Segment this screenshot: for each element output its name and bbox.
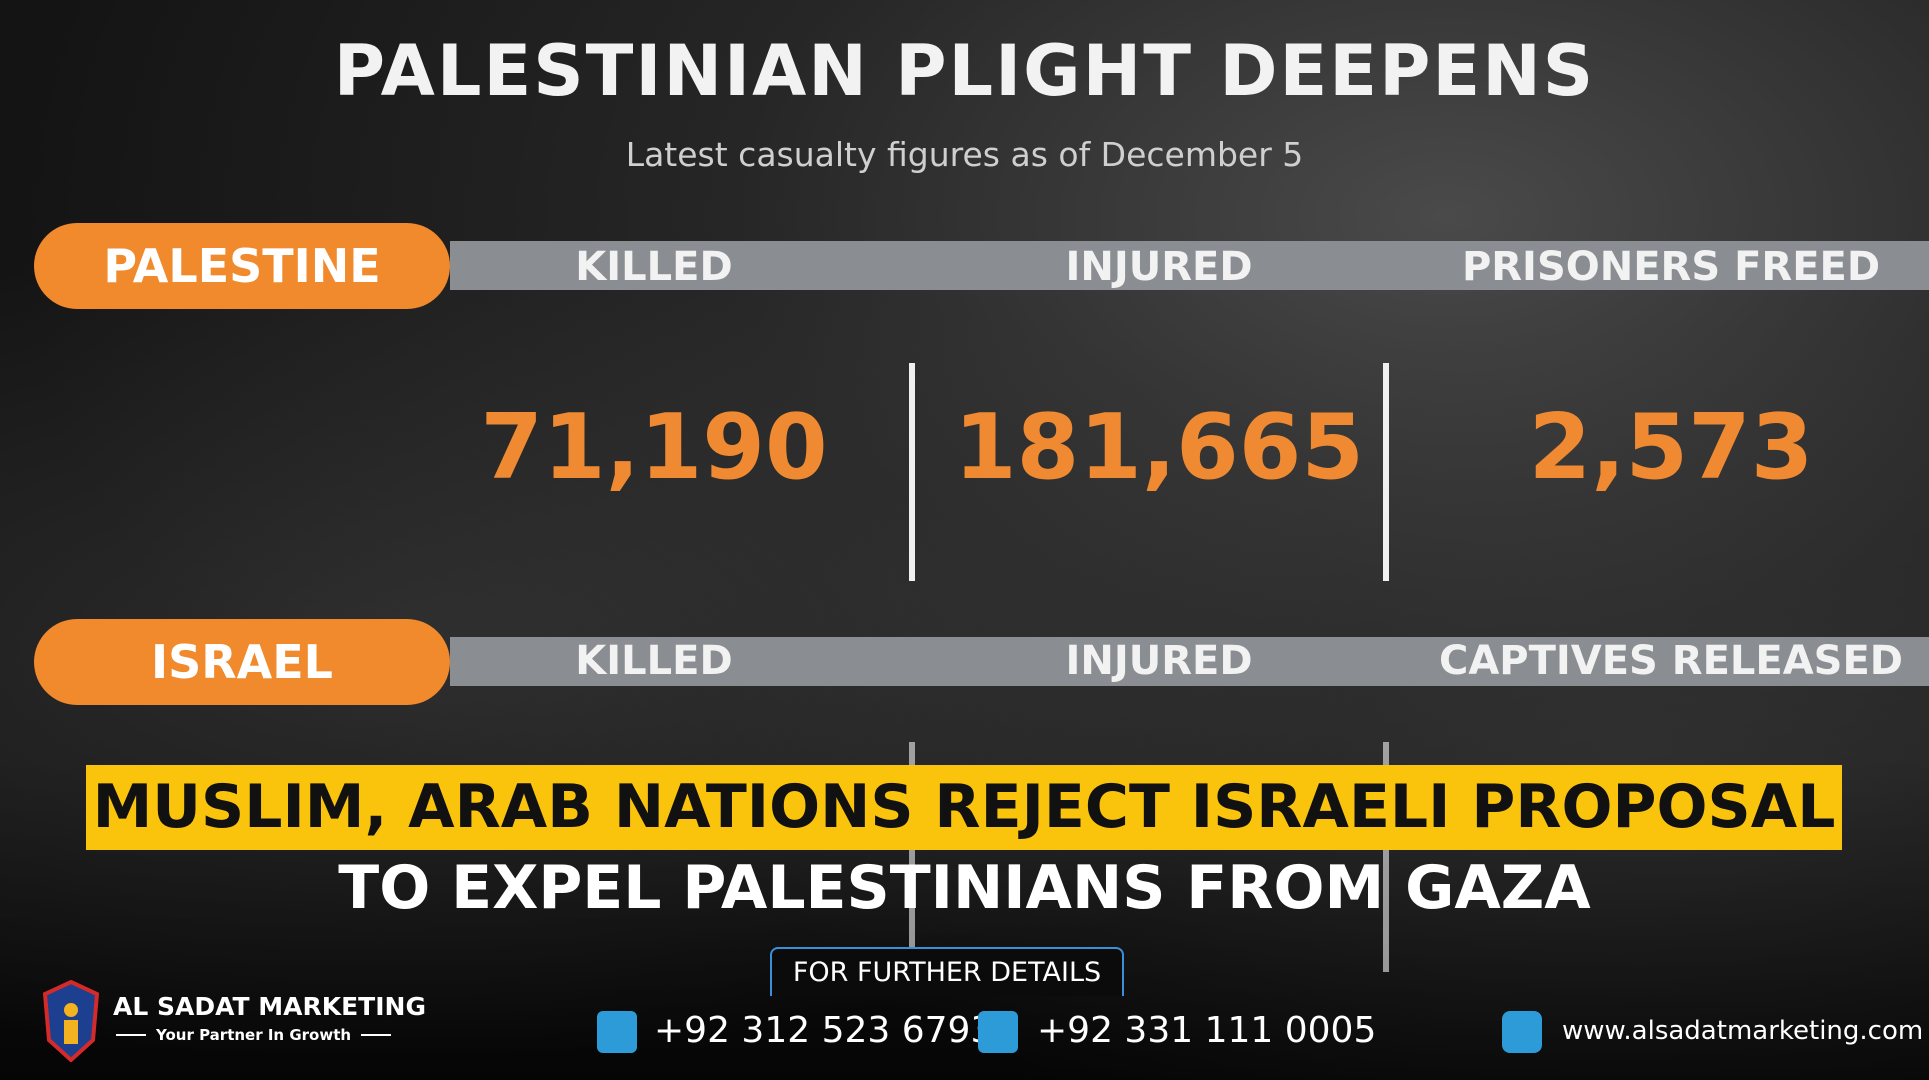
headline: TO EXPEL PALESTINIANS FROM GAZA (338, 853, 1591, 923)
phone-icon (597, 1011, 637, 1053)
subtitle: Latest casualty figures as of December 5 (625, 135, 1304, 174)
tagline: Your Partner In Growth (156, 1026, 352, 1044)
divider (1383, 742, 1389, 972)
section-label: ISRAEL (34, 619, 450, 705)
column-label: PRISONERS FREED (1461, 244, 1881, 290)
header-bar (450, 241, 1929, 290)
tagline-row: Your Partner In Growth (116, 1026, 392, 1044)
logo (43, 980, 99, 1062)
website: www.alsadatmarketing.com (1562, 1016, 1924, 1046)
headline: MUSLIM, ARAB NATIONS REJECT ISRAELI PROP… (86, 765, 1842, 850)
column-label: INJURED (1065, 244, 1253, 290)
figure: 2,573 (1528, 395, 1814, 500)
column-label: KILLED (575, 244, 733, 290)
header-bar (450, 637, 1929, 686)
section-label: PALESTINE (34, 223, 450, 309)
figure: 181,665 (954, 395, 1364, 500)
column-label: INJURED (1065, 638, 1253, 684)
divider (909, 742, 915, 972)
figure: 71,190 (480, 395, 828, 500)
divider (909, 363, 915, 581)
title: PALESTINIAN PLIGHT DEEPENS (333, 30, 1596, 112)
phone: +92 331 111 0005 (1037, 1010, 1377, 1051)
divider (1383, 363, 1389, 581)
whatsapp-icon (978, 1011, 1018, 1053)
globe-icon (1502, 1011, 1542, 1053)
details-label: FOR FURTHER DETAILS (770, 947, 1124, 996)
column-label: KILLED (575, 638, 733, 684)
phone: +92 312 523 6793 (654, 1010, 994, 1051)
column-label: CAPTIVES RELEASED (1438, 638, 1904, 684)
brand: AL SADAT MARKETING (113, 992, 426, 1021)
